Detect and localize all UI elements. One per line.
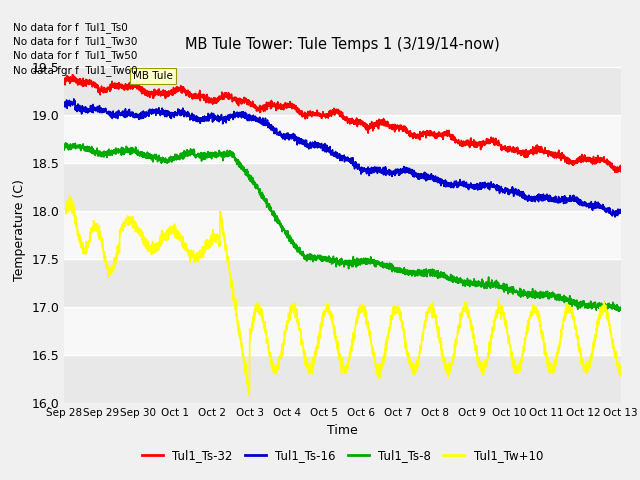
Title: MB Tule Tower: Tule Temps 1 (3/19/14-now): MB Tule Tower: Tule Temps 1 (3/19/14-now… — [185, 37, 500, 52]
Text: No data for f  Tul1_Tw50: No data for f Tul1_Tw50 — [13, 50, 137, 61]
Bar — [64, 115, 621, 163]
Bar — [64, 67, 621, 115]
Bar — [64, 163, 621, 211]
Bar — [64, 307, 621, 355]
Legend: Tul1_Ts-32, Tul1_Ts-16, Tul1_Ts-8, Tul1_Tw+10: Tul1_Ts-32, Tul1_Ts-16, Tul1_Ts-8, Tul1_… — [137, 444, 548, 467]
Bar — [64, 355, 621, 403]
Text: No data for f  Tul1_Ts0: No data for f Tul1_Ts0 — [13, 22, 127, 33]
Y-axis label: Temperature (C): Temperature (C) — [13, 180, 26, 281]
Bar — [64, 211, 621, 259]
Text: No data for f  Tul1_Tw30: No data for f Tul1_Tw30 — [13, 36, 137, 47]
Text: MB Tule: MB Tule — [132, 71, 173, 81]
Text: No data fgr f  Tul1_Tw60: No data fgr f Tul1_Tw60 — [13, 65, 138, 76]
Bar — [64, 259, 621, 307]
X-axis label: Time: Time — [327, 424, 358, 437]
